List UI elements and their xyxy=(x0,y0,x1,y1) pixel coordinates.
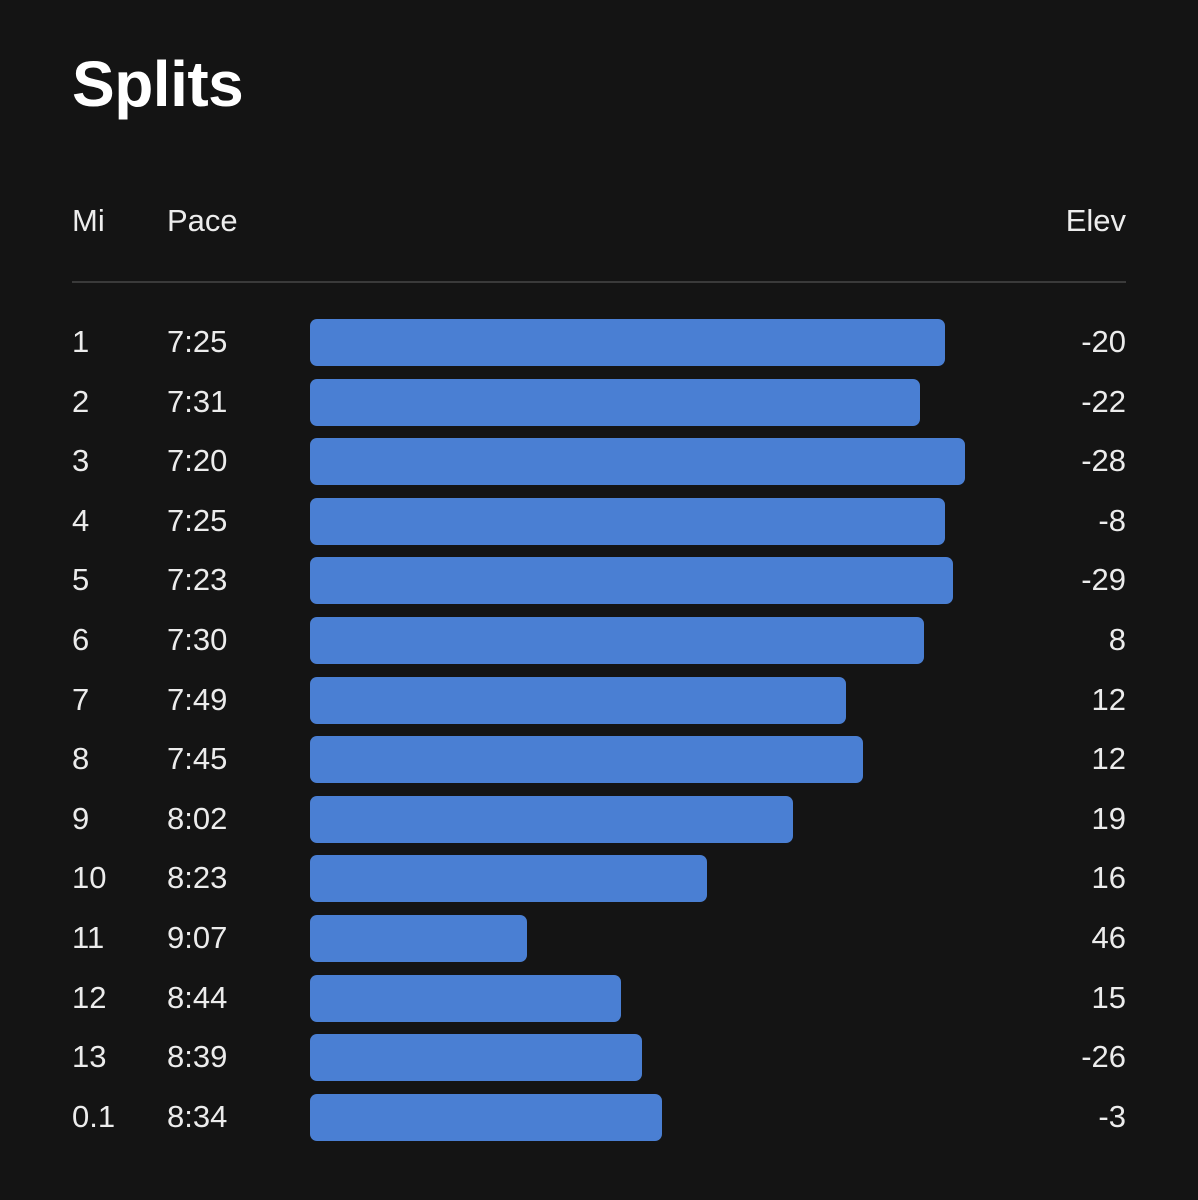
splits-header: Mi Pace Elev xyxy=(72,196,1126,246)
split-elevation: -29 xyxy=(1081,562,1126,598)
split-pace: 7:23 xyxy=(167,562,228,598)
pace-bar xyxy=(310,378,920,426)
split-elevation: 46 xyxy=(1091,919,1126,955)
pace-bar xyxy=(310,319,945,366)
split-elevation: 12 xyxy=(1091,681,1126,717)
split-pace: 7:30 xyxy=(167,621,228,657)
split-elevation: 12 xyxy=(1091,741,1126,777)
split-row[interactable]: 7 7:49 12 xyxy=(72,672,1126,732)
pace-bar-track xyxy=(310,855,1010,903)
pace-bar-track xyxy=(310,1093,1010,1141)
split-mile: 3 xyxy=(72,443,90,479)
split-mile: 8 xyxy=(72,741,90,777)
split-elevation: -26 xyxy=(1081,1039,1126,1075)
pace-bar-track xyxy=(310,914,1010,962)
split-row[interactable]: 6 7:30 8 xyxy=(72,612,1126,672)
split-row[interactable]: 8 7:45 12 xyxy=(72,731,1126,791)
split-pace: 7:20 xyxy=(167,443,228,479)
split-elevation: 19 xyxy=(1091,800,1126,836)
splits-list: 1 7:25 -20 2 7:31 -22 3 7:20 -28 4 7:25 -8 5 7:23 -29 6… xyxy=(72,314,1126,1148)
split-row[interactable]: 12 8:44 15 xyxy=(72,970,1126,1030)
split-pace: 7:49 xyxy=(167,681,228,717)
split-pace: 8:02 xyxy=(167,800,228,836)
pace-bar xyxy=(310,557,953,605)
pace-bar xyxy=(310,736,863,784)
pace-bar xyxy=(310,616,925,664)
pace-bar-track xyxy=(310,676,1010,724)
pace-bar-track xyxy=(310,438,1010,486)
split-row[interactable]: 2 7:31 -22 xyxy=(72,374,1126,434)
split-mile: 7 xyxy=(72,681,90,717)
split-elevation: -8 xyxy=(1098,502,1126,538)
split-mile: 12 xyxy=(72,979,107,1015)
pace-bar xyxy=(310,676,847,724)
split-pace: 7:31 xyxy=(167,383,228,419)
split-pace: 7:25 xyxy=(167,324,228,359)
split-mile: 10 xyxy=(72,860,107,896)
column-header-pace: Pace xyxy=(167,203,238,238)
split-mile: 11 xyxy=(72,919,105,955)
split-pace: 8:23 xyxy=(167,860,228,896)
pace-bar xyxy=(310,974,622,1022)
split-elevation: 8 xyxy=(1108,621,1126,657)
pace-bar-track xyxy=(310,974,1010,1022)
split-pace: 7:25 xyxy=(167,502,228,538)
split-mile: 4 xyxy=(72,502,90,538)
split-row[interactable]: 1 7:25 -20 xyxy=(72,314,1126,374)
pace-bar-track xyxy=(310,557,1010,605)
column-header-elev: Elev xyxy=(1065,203,1126,238)
pace-bar-track xyxy=(310,736,1010,784)
header-divider xyxy=(72,281,1126,283)
split-elevation: -28 xyxy=(1081,443,1126,479)
pace-bar xyxy=(310,1034,642,1082)
pace-bar xyxy=(310,855,708,903)
pace-bar-track xyxy=(310,616,1010,664)
split-elevation: -22 xyxy=(1081,383,1126,419)
split-pace: 9:07 xyxy=(167,919,228,955)
split-row[interactable]: 13 8:39 -26 xyxy=(72,1029,1126,1089)
pace-bar-track xyxy=(310,1034,1010,1082)
split-mile: 1 xyxy=(72,324,90,359)
split-pace: 8:34 xyxy=(167,1098,228,1134)
split-row[interactable]: 10 8:23 16 xyxy=(72,850,1126,910)
split-elevation: -3 xyxy=(1098,1098,1126,1134)
split-mile: 5 xyxy=(72,562,90,598)
pace-bar-track xyxy=(310,378,1010,426)
pace-bar xyxy=(310,497,945,545)
pace-bar xyxy=(310,438,965,486)
split-mile: 2 xyxy=(72,383,90,419)
column-header-mi: Mi xyxy=(72,203,105,238)
split-mile: 0.1 xyxy=(72,1098,116,1134)
split-elevation: -20 xyxy=(1081,324,1126,359)
split-mile: 9 xyxy=(72,800,90,836)
split-row[interactable]: 0.1 8:34 -3 xyxy=(72,1089,1126,1149)
pace-bar xyxy=(310,795,794,843)
pace-bar-track xyxy=(310,497,1010,545)
split-pace: 8:39 xyxy=(167,1039,228,1075)
pace-bar-track xyxy=(310,795,1010,843)
pace-bar xyxy=(310,1093,663,1141)
split-row[interactable]: 3 7:20 -28 xyxy=(72,433,1126,493)
split-row[interactable]: 9 8:02 19 xyxy=(72,791,1126,851)
split-elevation: 15 xyxy=(1091,979,1126,1015)
split-row[interactable]: 11 9:07 46 xyxy=(72,910,1126,970)
page-title: Splits xyxy=(72,48,244,120)
pace-bar xyxy=(310,914,528,962)
split-mile: 6 xyxy=(72,621,90,657)
pace-bar-track xyxy=(310,319,1010,366)
split-row[interactable]: 4 7:25 -8 xyxy=(72,493,1126,553)
split-elevation: 16 xyxy=(1091,860,1126,896)
split-pace: 7:45 xyxy=(167,741,228,777)
split-row[interactable]: 5 7:23 -29 xyxy=(72,552,1126,612)
split-mile: 13 xyxy=(72,1039,107,1075)
split-pace: 8:44 xyxy=(167,979,228,1015)
